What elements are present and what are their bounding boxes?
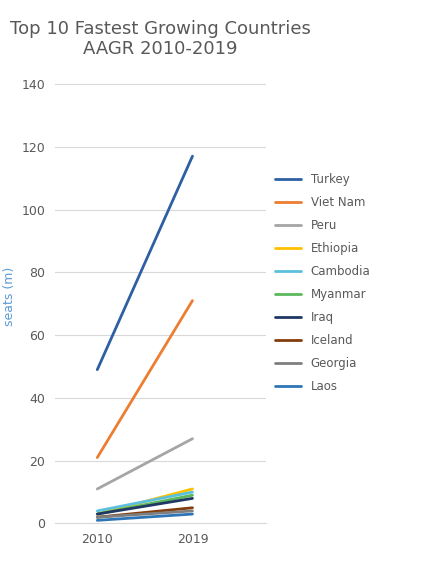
Line: Ethiopia: Ethiopia xyxy=(97,489,192,514)
Ethiopia xyxy=(190,485,195,492)
Cambodia xyxy=(95,508,100,514)
Turkey xyxy=(95,366,100,373)
Line: Iraq: Iraq xyxy=(97,498,192,514)
Legend: Turkey, Viet Nam, Peru, Ethiopia, Cambodia, Myanmar, Iraq, Iceland, Georgia, Lao: Turkey, Viet Nam, Peru, Ethiopia, Cambod… xyxy=(271,168,375,398)
Myanmar xyxy=(190,492,195,498)
Line: Turkey: Turkey xyxy=(97,156,192,370)
Iraq xyxy=(190,495,195,502)
Line: Laos: Laos xyxy=(97,514,192,520)
Line: Iceland: Iceland xyxy=(97,508,192,517)
Laos xyxy=(190,510,195,517)
Ethiopia xyxy=(95,510,100,517)
Iraq xyxy=(95,510,100,517)
Laos xyxy=(95,517,100,523)
Line: Viet Nam: Viet Nam xyxy=(97,300,192,457)
Georgia xyxy=(95,514,100,521)
Georgia xyxy=(190,508,195,514)
Line: Georgia: Georgia xyxy=(97,511,192,517)
Y-axis label: seats (m): seats (m) xyxy=(3,266,16,325)
Turkey xyxy=(190,152,195,159)
Peru xyxy=(190,435,195,442)
Peru xyxy=(95,485,100,492)
Iceland xyxy=(190,504,195,511)
Iceland xyxy=(95,514,100,521)
Line: Myanmar: Myanmar xyxy=(97,495,192,514)
Viet Nam xyxy=(190,297,195,304)
Myanmar xyxy=(95,510,100,517)
Title: Top 10 Fastest Growing Countries
AAGR 2010-2019: Top 10 Fastest Growing Countries AAGR 20… xyxy=(10,19,311,59)
Cambodia xyxy=(190,489,195,496)
Line: Cambodia: Cambodia xyxy=(97,492,192,511)
Line: Peru: Peru xyxy=(97,439,192,489)
Viet Nam xyxy=(95,454,100,461)
